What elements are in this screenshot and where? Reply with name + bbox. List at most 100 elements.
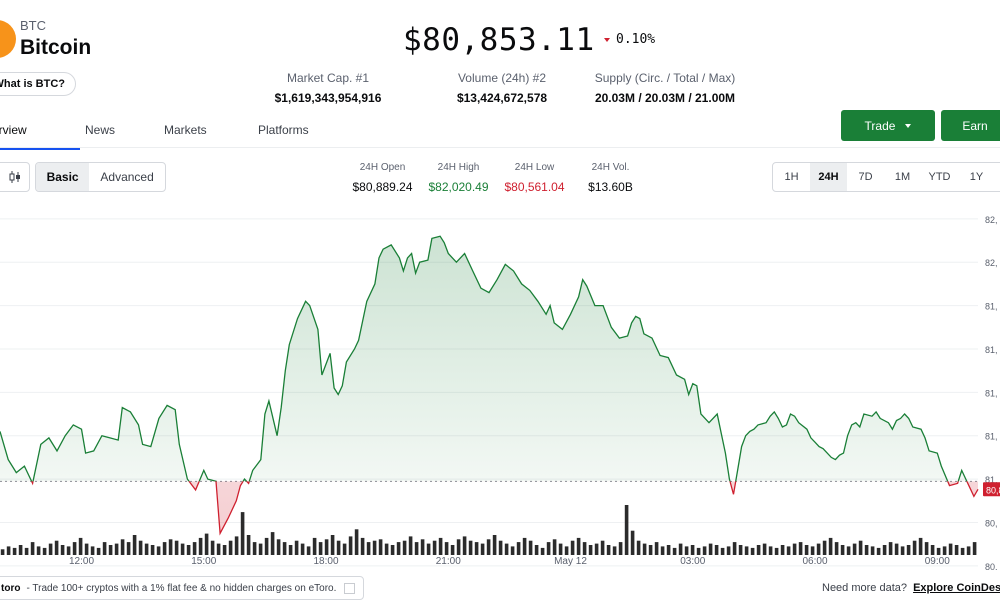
volume-bar (492, 535, 497, 555)
volume-bar (24, 547, 29, 555)
volume-bar (792, 543, 797, 555)
area-below-open (31, 481, 978, 534)
volume-bar (462, 536, 467, 555)
tab-platforms[interactable]: Platforms (258, 123, 309, 137)
what-is-btc-button[interactable]: What is BTC? (0, 72, 76, 96)
close-icon[interactable] (344, 583, 355, 594)
volume-bar (78, 537, 83, 555)
y-tick-label: 81, (985, 302, 998, 312)
y-tick-label: 81, (985, 388, 998, 398)
volume-bar (354, 529, 359, 555)
tab-news[interactable]: News (85, 123, 116, 137)
volume-bar (798, 542, 803, 555)
volume-bar (660, 546, 665, 555)
volume-bar (852, 543, 857, 555)
x-tick-label: 03:00 (680, 556, 705, 567)
stat-label: Volume (24h) #2 (457, 71, 547, 85)
section-tabs: erview News Markets Platforms (0, 110, 500, 150)
y-tick-label: 80, (985, 518, 998, 528)
volume-bar (522, 537, 527, 555)
volume-bar (810, 546, 815, 555)
range-1h[interactable]: 1H (784, 171, 799, 183)
volume-bar (696, 547, 701, 555)
volume-bar (726, 546, 731, 555)
stat-volume: Volume (24h) #2 $13,424,672,578 (432, 71, 572, 105)
price-chart[interactable]: 82, 82, 81, 81, 81, 81, 81, 80, 80, 12:00 15:00 18:… (0, 200, 1000, 570)
etoro-promo-banner[interactable]: toro - Trade 100+ cryptos with a 1% flat… (0, 576, 364, 600)
volume-bar (672, 547, 677, 555)
volume-bar (468, 540, 473, 555)
volume-bar (936, 547, 941, 555)
range-1m[interactable]: 1M (894, 171, 911, 183)
volume-bar (90, 546, 95, 555)
chart-type-button[interactable] (0, 162, 30, 192)
volume-bar (630, 530, 635, 555)
range-1y[interactable]: 1Y (969, 171, 984, 183)
promo-brand: toro (1, 582, 21, 594)
volume-bar (720, 547, 725, 555)
volume-bar (858, 540, 863, 555)
volume-bar (120, 539, 125, 555)
volume-bar (888, 542, 893, 555)
volume-bar (924, 542, 929, 555)
volume-bar (6, 546, 11, 555)
volume-bar (846, 546, 851, 555)
advanced-view-button[interactable]: Advanced (100, 170, 154, 184)
volume-bar (144, 543, 149, 555)
explore-coindesk-link[interactable]: Explore CoinDesk (913, 582, 1000, 594)
volume-bar (12, 547, 17, 555)
volume-bar (960, 547, 965, 555)
volume-bar (882, 545, 887, 555)
volume-bar (516, 542, 521, 555)
volume-bar (366, 542, 371, 555)
bitcoin-logo-icon (0, 20, 16, 58)
price-line-up (0, 235, 968, 482)
day-stat-volume: 24H Vol. $13.60B (568, 162, 653, 194)
volume-bar (708, 543, 713, 555)
volume-bar (96, 547, 101, 555)
volume-bar (204, 533, 209, 555)
volume-bar (108, 545, 113, 555)
volume-bar (804, 545, 809, 555)
volume-bar (48, 543, 53, 555)
volume-bar (636, 540, 641, 555)
volume-bar (210, 540, 215, 555)
day-stat-value: $82,020.49 (428, 180, 489, 194)
volume-bar (918, 537, 923, 555)
trade-button-label: Trade (864, 118, 896, 133)
price-change-percent: 0.10% (616, 32, 656, 47)
volume-bar (822, 540, 827, 555)
volume-bar (198, 537, 203, 555)
volume-bar (486, 539, 491, 555)
tab-overview[interactable]: erview (0, 123, 27, 137)
volume-bar (768, 546, 773, 555)
earn-button[interactable]: Earn (941, 110, 1000, 141)
active-tab-indicator (0, 148, 80, 150)
volume-bar (372, 540, 377, 555)
volume-bar (336, 540, 341, 555)
volume-bar (954, 545, 959, 555)
basic-view-button[interactable]: Basic (36, 163, 90, 191)
volume-bar (330, 535, 335, 555)
volume-bar (498, 540, 503, 555)
volume-bar (222, 545, 227, 555)
x-tick-label: 18:00 (313, 556, 338, 567)
x-tick-label: 09:00 (925, 556, 950, 567)
volume-bar (894, 543, 899, 555)
volume-bar (552, 539, 557, 555)
trade-button[interactable]: Trade (841, 110, 935, 141)
range-24h[interactable]: 24H (810, 163, 847, 191)
volume-bar (60, 545, 65, 555)
view-toggle: Basic Advanced (35, 162, 166, 192)
volume-bar (240, 512, 245, 555)
volume-bar (762, 543, 767, 555)
volume-bar (906, 545, 911, 555)
volume-bar (378, 539, 383, 555)
volume-bar (444, 542, 449, 555)
tab-markets[interactable]: Markets (164, 123, 207, 137)
volume-bar (36, 546, 41, 555)
volume-bar (426, 543, 431, 555)
range-ytd[interactable]: YTD (928, 171, 951, 183)
volume-bar (666, 545, 671, 555)
range-7d[interactable]: 7D (858, 171, 873, 183)
